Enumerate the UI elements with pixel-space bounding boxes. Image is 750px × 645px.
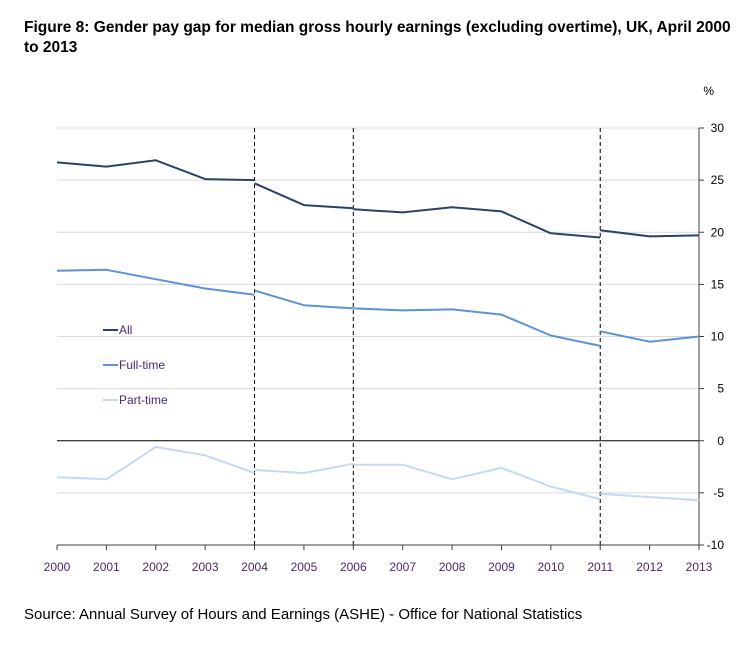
y-tick-label: 0 [717,434,724,448]
x-tick-label: 2002 [142,560,169,574]
y-tick-label: 25 [711,173,725,187]
legend-label: Part-time [119,393,168,407]
series-line-all [353,206,601,239]
x-tick-label: 2010 [537,560,564,574]
series-line-full-time [254,289,354,310]
x-tick-label: 2004 [241,560,268,574]
chart-title: Figure 8: Gender pay gap for median gros… [24,19,731,56]
x-tick-label: 2011 [587,560,613,574]
series-line-part-time [56,446,255,481]
series-line-all [56,159,255,182]
series-line-full-time [56,268,255,296]
y-tick-label: -5 [713,486,724,500]
series-line-part-time [600,492,700,502]
y-tick-label: 15 [711,277,725,291]
y-tick-label: 30 [711,121,725,135]
source-note: Source: Annual Survey of Hours and Earni… [24,606,583,623]
series-line-full-time [353,307,601,347]
series-line-all [254,182,354,210]
legend-label: All [119,323,132,337]
x-tick-label: 2005 [291,560,318,574]
y-tick-label: 10 [711,330,725,344]
y-tick-label: 20 [711,225,725,239]
y-tick-label: 5 [717,382,724,396]
x-tick-label: 2009 [488,560,515,574]
series-line-full-time [599,330,700,343]
series-line-part-time [254,462,354,475]
x-tick-label: 2003 [192,560,219,574]
series-line-all [600,229,700,238]
y-tick-label: -10 [707,538,725,552]
y-unit-label: % [703,84,714,98]
x-tick-label: 2012 [636,560,663,574]
x-tick-label: 2007 [389,560,416,574]
x-tick-label: 2013 [686,560,713,574]
x-tick-label: 2000 [44,560,71,574]
series-line-part-time [353,463,601,501]
x-tick-label: 2001 [93,560,120,574]
x-tick-label: 2008 [439,560,466,574]
legend-label: Full-time [119,358,165,372]
x-tick-label: 2006 [340,560,367,574]
